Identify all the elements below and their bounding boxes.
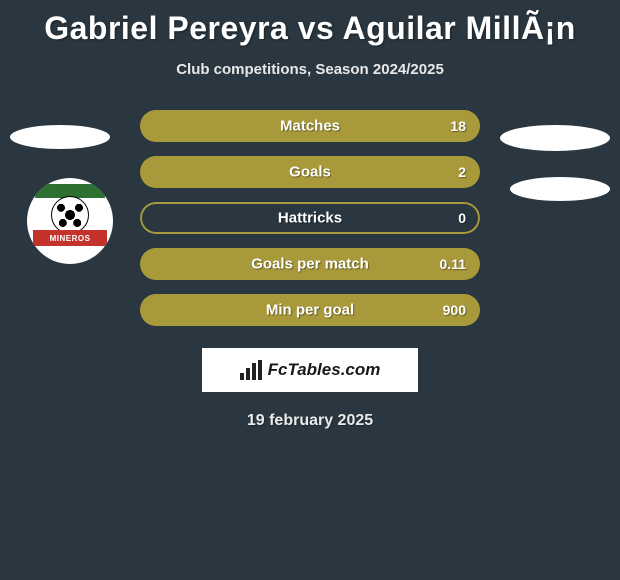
bar-chart-icon xyxy=(240,360,262,380)
stat-label: Hattricks xyxy=(278,210,342,227)
stat-value-right: 0 xyxy=(458,210,466,226)
stat-bar: Matches 18 xyxy=(140,110,480,142)
team-right-placeholder-1 xyxy=(500,125,610,151)
team-right-placeholder-2 xyxy=(510,177,610,201)
team-left-placeholder xyxy=(10,125,110,149)
page-subtitle: Club competitions, Season 2024/2025 xyxy=(0,61,620,78)
club-badge: MINEROS xyxy=(27,178,113,264)
badge-banner-text: MINEROS xyxy=(50,234,91,243)
stat-bar: Hattricks 0 xyxy=(140,202,480,234)
date-label: 19 february 2025 xyxy=(0,412,620,430)
stat-label: Min per goal xyxy=(266,302,354,319)
brand-name: FcTables.com xyxy=(268,360,381,380)
stat-bar: Goals 2 xyxy=(140,156,480,188)
stat-bar: Goals per match 0.11 xyxy=(140,248,480,280)
brand-box[interactable]: FcTables.com xyxy=(202,348,418,392)
stat-label: Matches xyxy=(280,118,340,135)
stat-label: Goals xyxy=(289,164,331,181)
stat-value-right: 18 xyxy=(450,118,466,134)
stat-label: Goals per match xyxy=(251,256,369,273)
stat-bar: Min per goal 900 xyxy=(140,294,480,326)
stat-value-right: 900 xyxy=(443,302,466,318)
soccer-ball-icon xyxy=(51,196,89,234)
stat-value-right: 0.11 xyxy=(440,256,466,272)
badge-banner: MINEROS xyxy=(33,230,107,246)
page-title: Gabriel Pereyra vs Aguilar MillÃ¡n xyxy=(0,0,620,47)
stat-value-right: 2 xyxy=(458,164,466,180)
